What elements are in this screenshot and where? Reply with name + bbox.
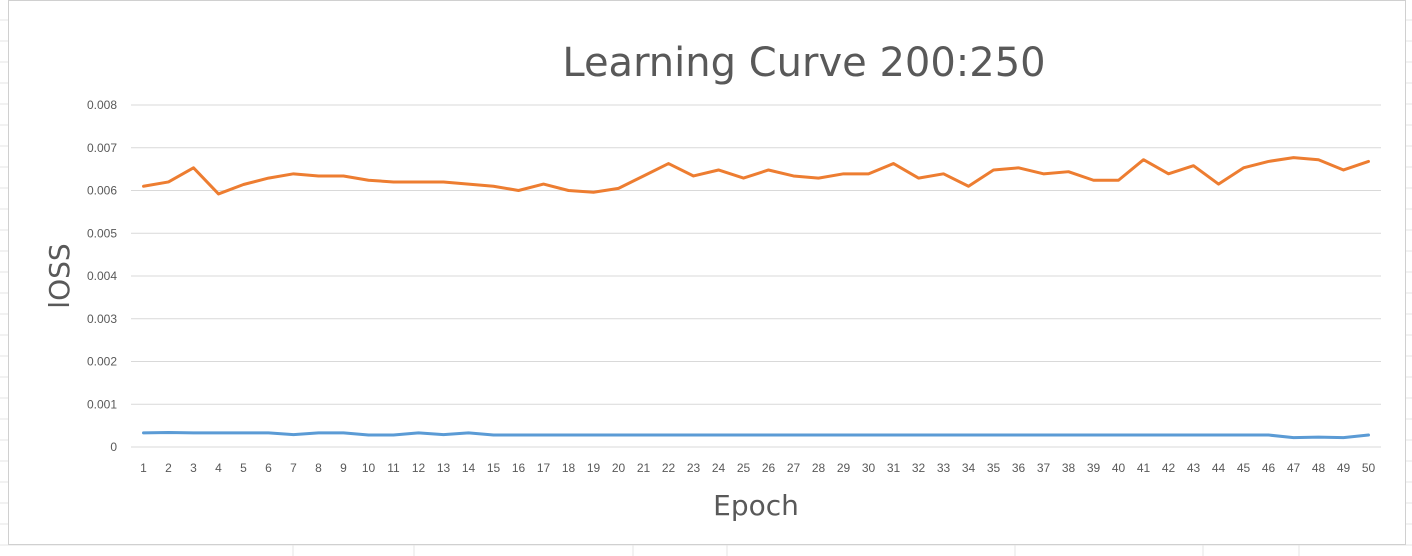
y-tick-label: 0.003 [87, 312, 117, 326]
y-tick-label: 0.006 [87, 184, 117, 198]
x-tick-label: 38 [1062, 461, 1076, 475]
series-lines [142, 156, 1370, 440]
x-tick-label: 37 [1037, 461, 1051, 475]
x-tick-label: 10 [362, 461, 376, 475]
x-tick-label: 47 [1287, 461, 1301, 475]
x-tick-label: 14 [462, 461, 476, 475]
x-tick-label: 20 [612, 461, 626, 475]
x-tick-label: 40 [1112, 461, 1126, 475]
y-tick-label: 0 [110, 440, 117, 454]
x-tick-label: 3 [190, 461, 197, 475]
series-line-1 [142, 430, 1370, 440]
x-tick-label: 12 [412, 461, 426, 475]
x-tick-label: 2 [165, 461, 172, 475]
x-tick-label: 36 [1012, 461, 1026, 475]
x-tick-label: 22 [662, 461, 676, 475]
x-tick-label: 17 [537, 461, 551, 475]
x-tick-label: 25 [737, 461, 751, 475]
y-axis-ticks: 0 0.001 0.002 0.003 0.004 0.005 0.006 0.007 0.00… [87, 98, 117, 454]
x-tick-label: 15 [487, 461, 501, 475]
x-tick-label: 33 [937, 461, 951, 475]
x-tick-label: 19 [587, 461, 601, 475]
x-tick-label: 48 [1312, 461, 1326, 475]
x-tick-label: 35 [987, 461, 1001, 475]
gridlines [131, 104, 1381, 448]
x-tick-label: 49 [1337, 461, 1351, 475]
line-chart: Learning Curve 200:250 00.0010.0020.0030… [43, 40, 1381, 522]
x-tick-label: 29 [837, 461, 851, 475]
x-axis-title: Epoch [713, 489, 799, 522]
x-tick-label: 13 [437, 461, 451, 475]
x-tick-label: 42 [1162, 461, 1176, 475]
x-tick-label: 5 [240, 461, 247, 475]
x-tick-label: 6 [265, 461, 272, 475]
x-tick-label: 4 [215, 461, 222, 475]
x-tick-label: 23 [687, 461, 701, 475]
x-tick-label: 27 [787, 461, 801, 475]
y-tick-label: 0.005 [87, 226, 117, 240]
x-tick-label: 11 [387, 461, 400, 475]
x-tick-label: 7 [290, 461, 297, 475]
x-tick-label: 45 [1237, 461, 1251, 475]
x-axis-ticks: 1 2 3 4 5 6 7 8 9 10 11 12 13 14 15 16 17 18 19 20 21 22 23 24 2… [140, 461, 1375, 475]
y-tick-label: 0.001 [87, 397, 117, 411]
x-tick-label: 26 [762, 461, 776, 475]
x-tick-label: 43 [1187, 461, 1201, 475]
x-tick-label: 44 [1212, 461, 1226, 475]
series-line-2 [142, 156, 1370, 196]
x-tick-label: 41 [1137, 461, 1151, 475]
x-tick-label: 24 [712, 461, 726, 475]
x-tick-label: 16 [512, 461, 526, 475]
y-tick-label: 0.008 [87, 98, 117, 112]
x-tick-label: 34 [962, 461, 976, 475]
x-tick-label: 30 [862, 461, 876, 475]
x-tick-label: 50 [1362, 461, 1376, 475]
x-tick-label: 46 [1262, 461, 1276, 475]
chart-area[interactable]: Learning Curve 200:250 0 0.001 0.002 0.003 0… [8, 0, 1406, 545]
y-tick-label: 0.004 [87, 269, 117, 283]
x-tick-label: 39 [1087, 461, 1101, 475]
y-tick-label: 0.002 [87, 355, 117, 369]
y-tick-label: 0.007 [87, 141, 117, 155]
y-axis-title: lOSS [43, 243, 76, 308]
x-tick-label: 32 [912, 461, 926, 475]
x-tick-label: 1 [140, 461, 147, 475]
x-tick-label: 18 [562, 461, 576, 475]
chart-title: Learning Curve 200:250 [562, 40, 1045, 86]
x-tick-label: 8 [315, 461, 322, 475]
x-tick-label: 21 [637, 461, 651, 475]
x-tick-label: 28 [812, 461, 826, 475]
x-tick-label: 9 [340, 461, 347, 475]
x-tick-label: 31 [887, 461, 901, 475]
